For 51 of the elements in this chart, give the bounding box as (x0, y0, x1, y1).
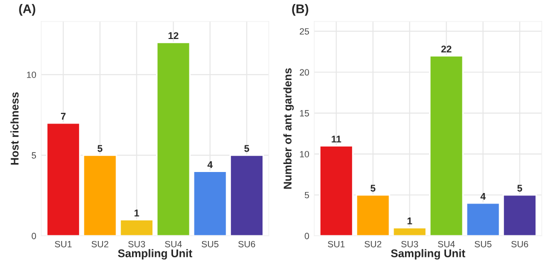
x-tick-label: SU3 (128, 240, 146, 248)
x-tick-label: SU4 (438, 240, 455, 248)
x-tick-label: SU2 (92, 240, 108, 248)
chart-title: (A) (19, 4, 36, 16)
y-tick-label: 0 (304, 232, 310, 240)
x-axis-title: Sampling Unit (118, 249, 192, 260)
data-label: 4 (480, 193, 486, 200)
data-label: 5 (98, 145, 102, 152)
x-tick-label: SU4 (164, 240, 182, 248)
y-tick-label: 25 (300, 28, 310, 35)
x-tick-label: SU5 (202, 240, 218, 248)
data-label: 5 (370, 184, 376, 192)
data-label: 11 (332, 136, 342, 142)
data-label: 1 (134, 210, 140, 216)
bar (319, 145, 354, 236)
y-axis-title: Host richness (10, 92, 19, 165)
y-tick-label: 20 (300, 69, 310, 76)
x-axis-title: Sampling Unit (390, 249, 466, 260)
y-tick-label: 0 (32, 232, 36, 240)
data-label: 5 (517, 184, 522, 192)
y-axis-title: Number of ant gardens (283, 68, 294, 189)
bar (192, 170, 228, 236)
bar (46, 122, 80, 236)
bar (119, 219, 154, 236)
bar (466, 202, 500, 236)
bar (82, 154, 118, 236)
y-tick-label: 15 (300, 110, 310, 116)
y-tick-label: 10 (27, 72, 36, 78)
x-tick-label: SU1 (54, 240, 72, 248)
bar (230, 154, 264, 236)
bar (356, 194, 390, 236)
data-label: 7 (60, 112, 66, 120)
bar (502, 194, 537, 236)
x-tick-label: SU3 (401, 240, 418, 248)
x-tick-label: SU6 (238, 240, 256, 248)
x-tick-label: SU6 (511, 240, 528, 248)
data-label: 22 (441, 46, 452, 52)
y-tick-label: 5 (304, 192, 310, 198)
bar (156, 42, 191, 236)
bar (392, 226, 427, 236)
data-label: 4 (207, 161, 213, 168)
chart-title: (B) (292, 4, 308, 16)
bar (429, 55, 464, 236)
y-tick-label: 10 (300, 150, 310, 158)
data-label: 1 (408, 218, 412, 224)
data-label: 12 (168, 32, 178, 39)
data-label: 5 (244, 145, 250, 152)
x-tick-label: SU2 (364, 240, 382, 248)
x-tick-label: SU1 (328, 240, 345, 248)
x-tick-label: SU5 (474, 240, 492, 248)
y-tick-label: 5 (32, 152, 36, 159)
